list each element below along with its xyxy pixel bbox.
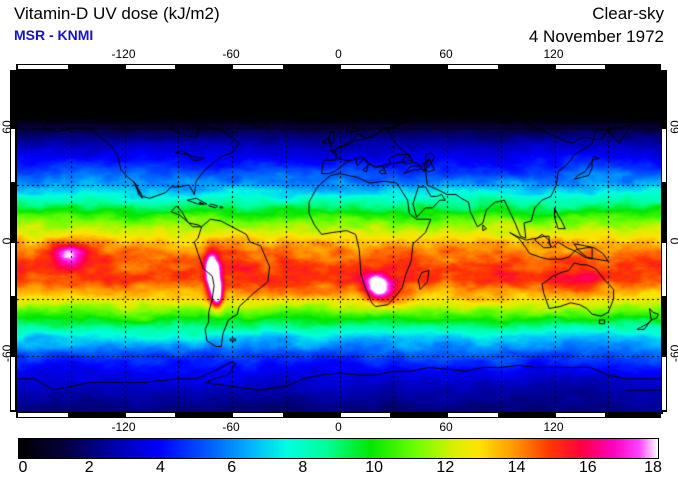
axis-band-bottom <box>16 412 661 418</box>
colorbar-tick-label: 6 <box>227 459 237 476</box>
x-axis-tick-top <box>340 65 391 69</box>
colorbar-tick-label: 16 <box>578 459 597 476</box>
axis-band-top <box>16 64 661 70</box>
colorbar <box>18 438 659 459</box>
x-axis-tick-bottom <box>555 413 606 417</box>
condition-label: Clear-sky <box>592 4 664 23</box>
y-axis-tick-right <box>662 243 666 296</box>
colorbar-tick-label: 18 <box>644 459 662 476</box>
x-tick-label-top: -120 <box>111 47 136 61</box>
y-tick-label-right: 0 <box>665 234 678 248</box>
y-tick-label-right: -60 <box>668 344 678 362</box>
colorbar-tick-label: 4 <box>155 459 165 476</box>
colorbar-tick-label: 14 <box>507 459 526 476</box>
x-tick-label-bottom: 0 <box>335 420 342 434</box>
x-tick-label-bottom: 60 <box>439 420 453 434</box>
colorbar-tick-label: 8 <box>298 459 308 476</box>
x-axis-tick-bottom <box>340 413 391 417</box>
colorbar-tick-label: 12 <box>436 459 455 476</box>
x-tick-label-bottom: -60 <box>222 420 240 434</box>
colorbar-tick-label: 0 <box>18 459 28 476</box>
page-title: Vitamin-D UV dose (kJ/m2) <box>14 4 220 23</box>
x-tick-label-top: 60 <box>439 47 453 61</box>
y-tick-label-left: -60 <box>0 344 14 362</box>
axis-band-left <box>10 70 16 412</box>
x-axis-tick-top <box>233 65 283 69</box>
source-label: MSR - KNMI <box>14 27 94 43</box>
colorbar-tick-label: 10 <box>365 459 384 476</box>
x-axis-tick-top <box>125 65 176 69</box>
axis-band-right <box>661 70 667 412</box>
y-tick-label-right: 60 <box>668 120 678 134</box>
x-axis-tick-bottom <box>18 413 68 417</box>
x-axis-tick-top <box>555 65 606 69</box>
x-tick-label-bottom: 120 <box>543 420 564 434</box>
x-tick-label-top: -60 <box>222 47 240 61</box>
colorbar-gradient <box>19 439 658 458</box>
y-axis-tick-left <box>11 243 15 296</box>
x-axis-tick-bottom <box>233 413 283 417</box>
y-tick-label-left: 60 <box>0 120 14 134</box>
x-axis-tick-bottom <box>125 413 176 417</box>
date-label: 4 November 1972 <box>528 27 664 46</box>
x-axis-tick-top <box>18 65 68 69</box>
x-tick-label-top: 120 <box>543 47 564 61</box>
uv-dose-heatmap <box>17 71 662 413</box>
y-axis-tick-right <box>662 129 666 182</box>
x-tick-label-bottom: -120 <box>111 420 136 434</box>
colorbar-tick-label: 2 <box>84 459 94 476</box>
world-map-plot <box>16 70 663 414</box>
x-axis-tick-top <box>448 65 498 69</box>
y-axis-tick-right <box>662 357 666 410</box>
y-tick-label-left: 0 <box>0 237 14 245</box>
x-axis-tick-bottom <box>448 413 498 417</box>
y-axis-tick-left <box>11 129 15 182</box>
x-tick-label-top: 0 <box>335 47 342 61</box>
y-axis-tick-left <box>11 357 15 410</box>
